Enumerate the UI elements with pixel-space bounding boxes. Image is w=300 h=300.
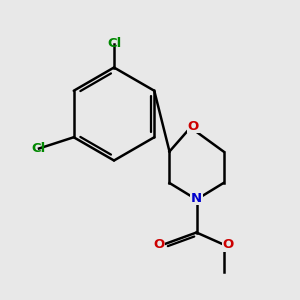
Text: O: O [153,238,165,251]
Text: Cl: Cl [107,37,121,50]
Text: N: N [191,191,202,205]
Text: O: O [222,238,234,251]
Text: O: O [188,119,199,133]
Text: Cl: Cl [32,142,46,155]
